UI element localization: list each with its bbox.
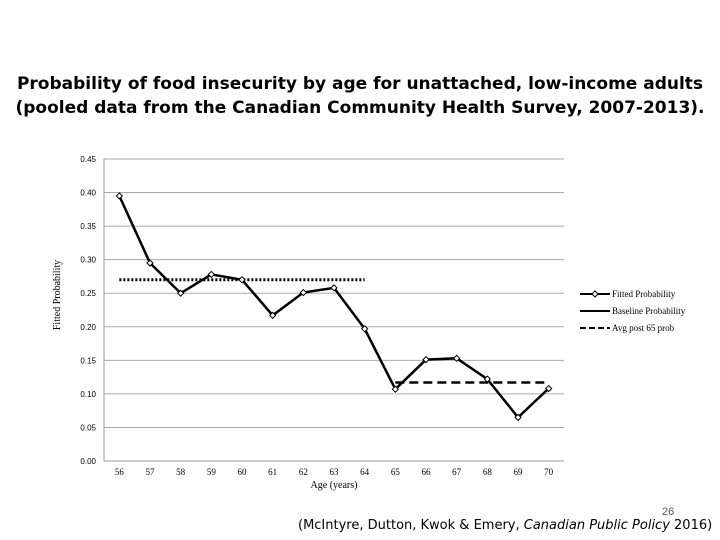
x-tick-56: 56 (115, 467, 125, 477)
x-tick-67: 67 (452, 467, 462, 477)
point-fitted-69 (514, 413, 522, 422)
point-fitted-61 (268, 311, 277, 320)
x-tick-labels: 56 57 58 59 60 61 62 63 64 65 66 67 68 69 70 (115, 467, 554, 477)
point-fitted-59 (207, 270, 216, 279)
point-fitted-58 (176, 289, 185, 297)
legend: Fitted Probability Baseline Probability Av… (580, 289, 686, 333)
citation-year: 2016) (669, 518, 713, 533)
point-fitted-64 (360, 325, 369, 333)
y-tick-8: 0.40 (80, 189, 96, 198)
x-tick-66: 66 (422, 467, 432, 477)
x-tick-68: 68 (483, 467, 493, 477)
x-tick-58: 58 (176, 467, 186, 477)
series-fitted-probability (118, 195, 550, 420)
y-tick-5: 0.25 (80, 289, 96, 298)
citation: (McIntyre, Dutton, Kwok & Emery, Canadia… (298, 518, 712, 533)
chart-title: Probability of food insecurity by age fo… (0, 72, 720, 120)
x-tick-65: 65 (391, 467, 401, 477)
x-tick-63: 63 (330, 467, 340, 477)
y-tick-2: 0.10 (80, 390, 96, 399)
x-tick-62: 62 (299, 467, 308, 477)
citation-journal: Canadian Public Policy (523, 518, 670, 533)
x-tick-59: 59 (207, 467, 217, 477)
y-tick-0: 0.00 (80, 457, 96, 466)
point-fitted-67 (452, 354, 461, 363)
y-axis-label: Fitted Probability (52, 260, 63, 330)
point-fitted-56 (115, 192, 124, 200)
x-axis-label: Age (years) (311, 480, 358, 491)
x-tick-61: 61 (268, 467, 277, 477)
legend-label-avg: Avg post 65 prob (612, 323, 675, 333)
y-tick-4: 0.20 (80, 323, 96, 332)
y-tick-labels: 0.00 0.05 0.10 0.15 0.20 0.25 0.30 0.35 0.40 0.45 (80, 155, 96, 466)
x-tick-60: 60 (238, 467, 248, 477)
slide-number: 26 (662, 506, 675, 518)
title-line-1: Probability of food insecurity by age fo… (16, 74, 704, 94)
series-group (115, 192, 553, 422)
y-tick-3: 0.15 (80, 356, 96, 365)
point-fitted-63 (330, 284, 338, 292)
x-tick-69: 69 (514, 467, 524, 477)
point-fitted-66 (422, 355, 430, 364)
legend-marker-fitted (591, 290, 599, 298)
x-tick-57: 57 (146, 467, 156, 477)
y-tick-7: 0.35 (80, 222, 96, 231)
y-tick-1: 0.05 (80, 423, 96, 432)
title-line-2: (pooled data from the Canadian Community… (15, 98, 705, 118)
y-tick-6: 0.30 (80, 256, 96, 265)
point-fitted-70 (544, 384, 553, 393)
y-tick-9: 0.45 (80, 155, 96, 164)
point-fitted-62 (299, 288, 308, 297)
legend-label-fitted: Fitted Probability (612, 289, 676, 299)
point-fitted-68 (483, 375, 492, 383)
gridlines (103, 158, 564, 462)
x-tick-70: 70 (544, 467, 554, 477)
point-fitted-60 (238, 276, 246, 284)
x-tick-64: 64 (360, 467, 370, 477)
citation-authors: (McIntyre, Dutton, Kwok & Emery, (298, 518, 524, 533)
legend-label-baseline: Baseline Probability (612, 306, 686, 316)
point-fitted-65 (391, 385, 400, 393)
point-fitted-57 (146, 259, 154, 267)
